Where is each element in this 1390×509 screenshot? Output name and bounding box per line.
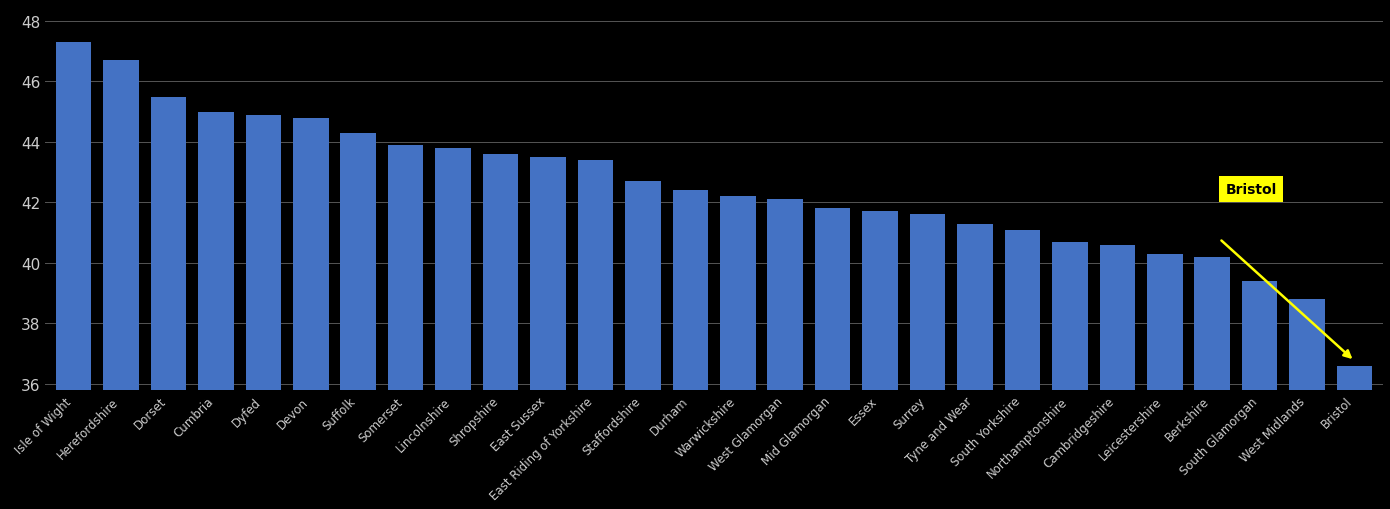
Bar: [1052, 242, 1088, 509]
Bar: [910, 215, 945, 509]
Text: Average age:: Average age:: [1226, 216, 1322, 230]
Bar: [150, 97, 186, 509]
Text: 36.6: 36.6: [1330, 216, 1364, 230]
Bar: [720, 197, 756, 509]
Bar: [482, 155, 518, 509]
Bar: [293, 119, 328, 509]
Bar: [767, 200, 803, 509]
Bar: [530, 158, 566, 509]
Bar: [673, 191, 708, 509]
Bar: [246, 116, 281, 509]
Bar: [1241, 281, 1277, 509]
Bar: [1099, 245, 1136, 509]
Bar: [56, 43, 92, 509]
Bar: [1337, 366, 1372, 509]
Bar: [1194, 257, 1230, 509]
Bar: [103, 61, 139, 509]
Bar: [1147, 254, 1183, 509]
Text: Bristol: Bristol: [1226, 182, 1277, 196]
Bar: [862, 212, 898, 509]
Bar: [1290, 299, 1325, 509]
Bar: [435, 149, 471, 509]
Bar: [1005, 230, 1040, 509]
Bar: [815, 209, 851, 509]
Bar: [626, 182, 660, 509]
Bar: [388, 146, 424, 509]
Bar: [341, 133, 377, 509]
Bar: [199, 112, 234, 509]
Bar: [578, 161, 613, 509]
Bar: [958, 224, 992, 509]
